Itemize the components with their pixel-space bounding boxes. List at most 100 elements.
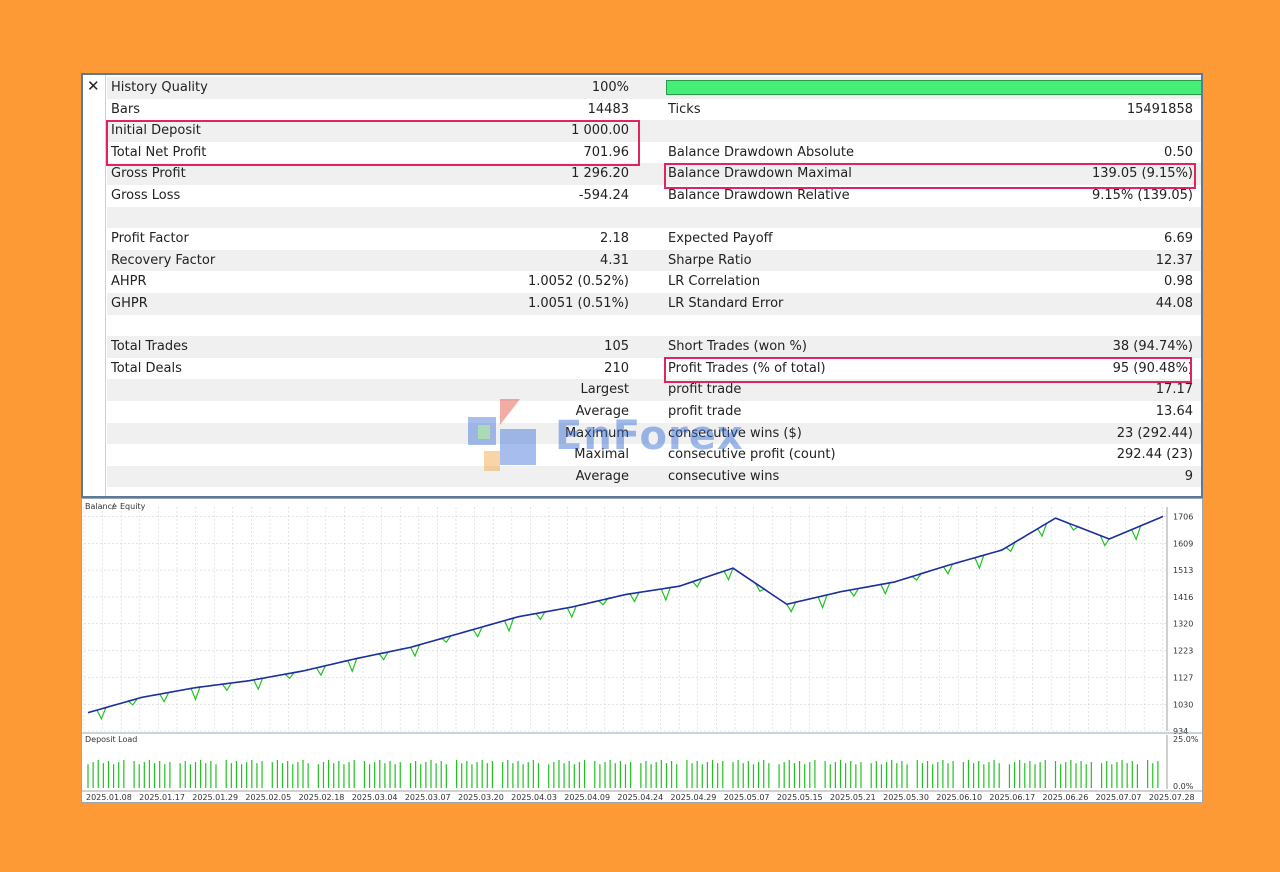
legend-equity: Equity bbox=[120, 502, 146, 511]
row-left-label: Total Deals bbox=[111, 360, 182, 376]
report-row: Maximum consecutive wins ($) 23 (292.44) bbox=[107, 422, 1201, 445]
row-right-value: 0.98 bbox=[1164, 274, 1193, 290]
x-tick-label: 2025.05.15 bbox=[777, 793, 823, 802]
row-left-value: Maximum bbox=[564, 425, 629, 441]
row-right-label: Profit Trades (% of total) bbox=[668, 360, 826, 376]
row-right-label: profit trade bbox=[668, 382, 742, 398]
legend-separator: / bbox=[112, 502, 115, 511]
row-left-label: Gross Loss bbox=[111, 187, 181, 203]
row-right-value: 13.64 bbox=[1155, 403, 1193, 419]
row-right-value: 12.37 bbox=[1155, 252, 1193, 268]
report-row: Gross Loss -594.24 Balance Drawdown Relati… bbox=[107, 185, 1201, 207]
row-left-value: Average bbox=[575, 403, 629, 419]
row-right-label: LR Standard Error bbox=[668, 295, 784, 311]
report-row: Initial Deposit 1 000.00 bbox=[107, 120, 1201, 142]
y-tick-label: 1127 bbox=[1173, 673, 1193, 682]
balance-equity-chart-panel: 1706 1609 1513 1416 1320 1223 1127 1030 934 Balan… bbox=[81, 498, 1203, 803]
y-tick-label: 1416 bbox=[1173, 593, 1193, 602]
row-right-value: 9 bbox=[1184, 468, 1193, 484]
report-row: Total Net Profit 701.96 Balance Drawdown A… bbox=[107, 142, 1201, 164]
row-right-label: Balance Drawdown Maximal bbox=[668, 166, 852, 182]
x-tick-label: 2025.02.18 bbox=[299, 793, 345, 802]
row-right-value: 23 (292.44) bbox=[1116, 425, 1193, 441]
chart-svg: 1706 1609 1513 1416 1320 1223 1127 1030 934 Balan… bbox=[82, 502, 1202, 802]
row-left-label: Bars bbox=[111, 101, 141, 117]
y-tick-label: 1223 bbox=[1173, 647, 1193, 656]
row-right-label: LR Correlation bbox=[668, 274, 761, 290]
watermark-logo: EnForex bbox=[460, 395, 840, 475]
history-quality-bar bbox=[666, 80, 1201, 95]
report-row: Profit Factor 2.18 Expected Payoff 6.69 bbox=[107, 228, 1201, 250]
x-tick-label: 2025.01.29 bbox=[192, 793, 238, 802]
report-row: Recovery Factor 4.31 Sharpe Ratio 12.37 bbox=[107, 249, 1201, 272]
row-right-label: Balance Drawdown Relative bbox=[668, 187, 850, 203]
report-row: Total Trades 105 Short Trades (won %) 38 (9… bbox=[107, 336, 1201, 358]
row-right-value: 44.08 bbox=[1155, 295, 1193, 311]
row-right-value: 95 (90.48%) bbox=[1112, 360, 1193, 376]
deposit-load-title: Deposit Load bbox=[85, 735, 137, 744]
x-tick-label: 2025.07.07 bbox=[1096, 793, 1142, 802]
x-tick-label: 2025.04.03 bbox=[511, 793, 557, 802]
row-right-label: consecutive profit (count) bbox=[668, 447, 836, 463]
row-right-value: 17.17 bbox=[1155, 382, 1193, 398]
row-left-label: Recovery Factor bbox=[111, 252, 216, 268]
y-tick-label: 1609 bbox=[1173, 539, 1193, 548]
row-right-value: 38 (94.74%) bbox=[1112, 339, 1193, 355]
row-right-label: consecutive wins bbox=[668, 468, 780, 484]
x-tick-label: 2025.04.09 bbox=[564, 793, 610, 802]
y-tick-label: 1030 bbox=[1173, 700, 1193, 709]
row-right-label: Ticks bbox=[668, 101, 701, 117]
row-left-value: 701.96 bbox=[583, 144, 630, 160]
y-tick-label: 1320 bbox=[1173, 620, 1193, 629]
report-row: Largest profit trade 17.17 bbox=[107, 379, 1201, 401]
row-left-value: -594.24 bbox=[578, 187, 629, 203]
x-tick-label: 2025.03.04 bbox=[352, 793, 398, 802]
report-row: Average profit trade 13.64 bbox=[107, 401, 1201, 423]
row-right-value: 6.69 bbox=[1164, 231, 1193, 247]
row-left-value: Maximal bbox=[574, 447, 629, 463]
x-tick-label: 2025.07.28 bbox=[1149, 793, 1195, 802]
y-tick-label: 1706 bbox=[1173, 512, 1193, 521]
legend-balance: Balance bbox=[85, 502, 117, 511]
y-tick-label: 934 bbox=[1173, 727, 1188, 736]
x-tick-label: 2025.06.26 bbox=[1043, 793, 1089, 802]
report-rows: History Quality 100% Bars 14483 Ticks 1549185… bbox=[107, 77, 1201, 488]
report-row bbox=[107, 315, 1201, 337]
row-right-value: 9.15% (139.05) bbox=[1091, 187, 1193, 203]
row-left-label: Gross Profit bbox=[111, 166, 186, 182]
row-left-value: 1.0051 (0.51%) bbox=[527, 295, 629, 311]
report-row: Average consecutive wins 9 bbox=[107, 465, 1201, 488]
row-right-value: 139.05 (9.15%) bbox=[1091, 166, 1193, 182]
x-tick-label: 2025.04.24 bbox=[617, 793, 663, 802]
row-right-value: 292.44 (23) bbox=[1116, 447, 1193, 463]
x-tick-label: 2025.01.08 bbox=[86, 793, 132, 802]
row-right-value: 0.50 bbox=[1164, 144, 1193, 160]
close-icon[interactable]: ✕ bbox=[87, 77, 100, 95]
row-left-value: Average bbox=[575, 468, 629, 484]
x-tick-label: 2025.06.17 bbox=[989, 793, 1035, 802]
row-left-value: 100% bbox=[591, 80, 629, 95]
equity-line bbox=[87, 515, 1164, 721]
row-left-value: 1.0052 (0.52%) bbox=[527, 274, 629, 290]
report-row: History Quality 100% bbox=[107, 77, 1201, 99]
backtest-report-panel: ✕ History Quality 100% Bars 14483 Ticks 15491… bbox=[81, 73, 1203, 498]
row-right-label: consecutive wins ($) bbox=[668, 425, 802, 441]
row-left-value: 210 bbox=[604, 360, 629, 376]
row-left-label: AHPR bbox=[111, 274, 147, 290]
row-left-value: Largest bbox=[580, 382, 629, 398]
x-tick-label: 2025.01.17 bbox=[139, 793, 185, 802]
report-row: Bars 14483 Ticks 15491858 bbox=[107, 99, 1201, 121]
watermark-text: EnForex bbox=[555, 413, 744, 459]
x-tick-label: 2025.05.07 bbox=[724, 793, 770, 802]
row-right-label: Short Trades (won %) bbox=[668, 339, 807, 355]
row-right-label: Balance Drawdown Absolute bbox=[668, 144, 854, 160]
row-left-label: Initial Deposit bbox=[111, 123, 201, 139]
balance-line bbox=[87, 515, 1164, 714]
row-left-label: Profit Factor bbox=[111, 231, 189, 247]
row-right-value: 15491858 bbox=[1126, 101, 1193, 117]
row-right-label: profit trade bbox=[668, 403, 742, 419]
row-right-label: Expected Payoff bbox=[668, 231, 773, 247]
row-right-label: Sharpe Ratio bbox=[668, 252, 752, 268]
watermark-logo-icon bbox=[468, 399, 536, 471]
report-row: Gross Profit 1 296.20 Balance Drawdown Max… bbox=[107, 163, 1201, 185]
